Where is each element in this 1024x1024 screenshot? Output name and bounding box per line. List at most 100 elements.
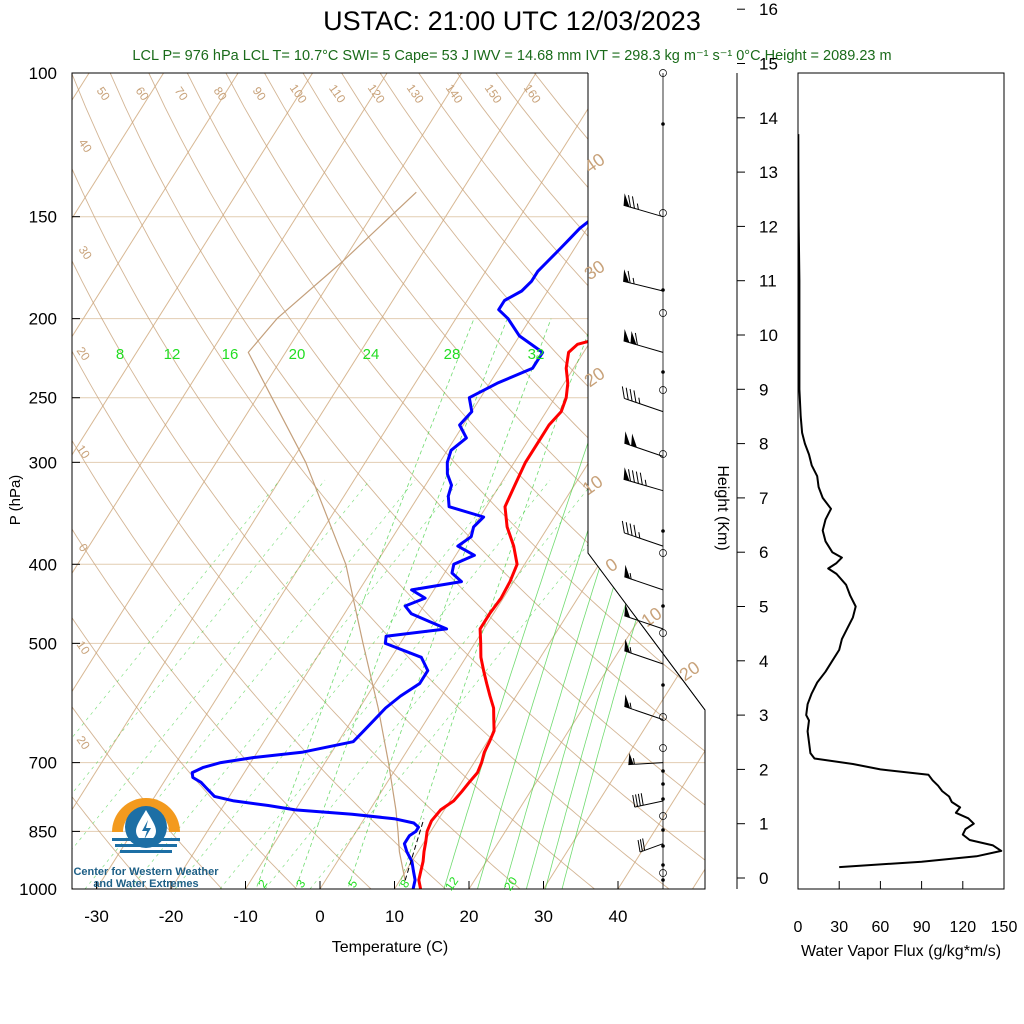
x-tick-label: -10 [233,907,258,926]
barb-half-feather [636,203,639,210]
y-tick-label: 300 [29,453,57,472]
barb-staff [624,615,664,630]
barb-feather [629,388,633,402]
barb-dot [661,122,665,126]
dry-adiabat-line [72,167,670,889]
height-tick-label: 8 [759,435,768,454]
barb-level-circle [659,386,667,394]
isotherm-line [72,73,463,693]
barb-feather [625,522,629,535]
wind-barb [621,386,664,413]
barb-feather [627,270,631,284]
barb-flag [628,752,634,765]
isotherm-label: 20 [74,733,93,752]
dry-adiabat-line [72,73,705,861]
y-axis-label: P (hPa) [7,475,24,526]
flux-x-tick-label: 120 [949,919,976,936]
dry-adiabat-label: 60 [133,84,152,103]
y-tick-label: 200 [29,310,57,329]
barb-feather [625,387,629,400]
barb-feather [637,793,641,806]
y-tick-label: 250 [29,389,57,408]
barb-flag [631,433,637,448]
y-tick-label: 500 [29,634,57,653]
barb-level-circle [659,812,667,820]
lcl-dashed-line [404,818,425,881]
skewt-frame: -30 -20 -10 0 10 20 30 40 Temperature (C) 100 150 2… [7,64,706,956]
isotherm-line [319,276,705,889]
barb-half-feather [629,702,632,709]
isotherm-line [96,73,612,889]
dry-adiabat-line [72,528,372,889]
water-vapor-flux-line [798,134,1003,869]
mixing-ratio-line [347,318,552,889]
barb-flag [623,193,630,207]
dry-adiabat-label: 70 [172,84,191,103]
mixing-ratio-label: 32 [528,346,545,363]
y-tick-label: 400 [29,555,57,574]
x-axis-label: Temperature (C) [332,939,448,956]
x-tick-label: 20 [460,907,479,926]
dry-adiabat-label: 150 [482,81,505,106]
isotherm-label: 30 [76,243,95,262]
barb-feather [634,332,638,346]
barb-feather [631,470,635,483]
barb-feather [628,195,631,208]
moist-adiabat-line [219,479,551,889]
barb-flag [624,694,631,709]
height-tick-label: 0 [759,869,768,888]
barb-feather [640,793,644,806]
skewt-border-notch [587,73,706,711]
isotherm-line [72,73,314,456]
wind-barb [637,838,664,853]
plot-mask [588,72,706,710]
mixing-ratio-label: 12 [442,874,461,893]
x-tick-label: -30 [84,907,109,926]
mixing-ratio-line [295,318,508,889]
mixing-ratio-label: 5 [345,877,360,891]
x-tick-label: -20 [159,907,184,926]
barb-feather [639,839,643,852]
wind-barb [621,520,664,547]
wind-barb [623,193,664,218]
height-tick-label: 13 [759,163,778,182]
barb-dot [661,370,665,374]
cw3e-logo [112,798,180,853]
dry-adiabat-line [72,796,149,889]
wind-barb [632,793,664,808]
barb-dot [661,828,665,832]
barb-half-feather [644,479,647,486]
height-tick-label: 7 [759,489,768,508]
barb-feather [629,523,633,536]
dry-adiabat-line [302,73,705,548]
wind-barb [623,269,664,292]
barb-level-circle [659,69,667,77]
barb-staff [639,843,664,853]
y-tick-label: 100 [29,64,57,83]
barb-feather [642,838,646,851]
barb-flag [624,603,631,618]
barb-dot [661,529,665,533]
flux-x-tick-label: 150 [991,919,1018,936]
barb-dot [661,683,665,687]
height-tick-label: 10 [759,326,778,345]
isotherm-line [72,73,239,338]
x-tick-label: 0 [315,907,324,926]
y-tick-label: 150 [29,208,57,227]
y-tick-label: 850 [29,822,57,841]
parcel-path-line [247,191,417,881]
isotherm-label: 10 [74,638,93,657]
wind-barb [624,638,664,665]
barb-flag [623,269,630,283]
barb-dot [661,863,665,867]
mixing-ratio-label: 24 [363,346,380,363]
x-tick-label: 10 [385,907,404,926]
barb-feather [631,196,635,209]
dry-adiabat-line [72,706,223,889]
barb-half-feather [629,572,632,580]
isotherm-label: 40 [76,136,95,155]
barb-flag [624,564,631,579]
mixing-ratio-line [443,318,632,889]
skewt-profiles [190,191,705,889]
